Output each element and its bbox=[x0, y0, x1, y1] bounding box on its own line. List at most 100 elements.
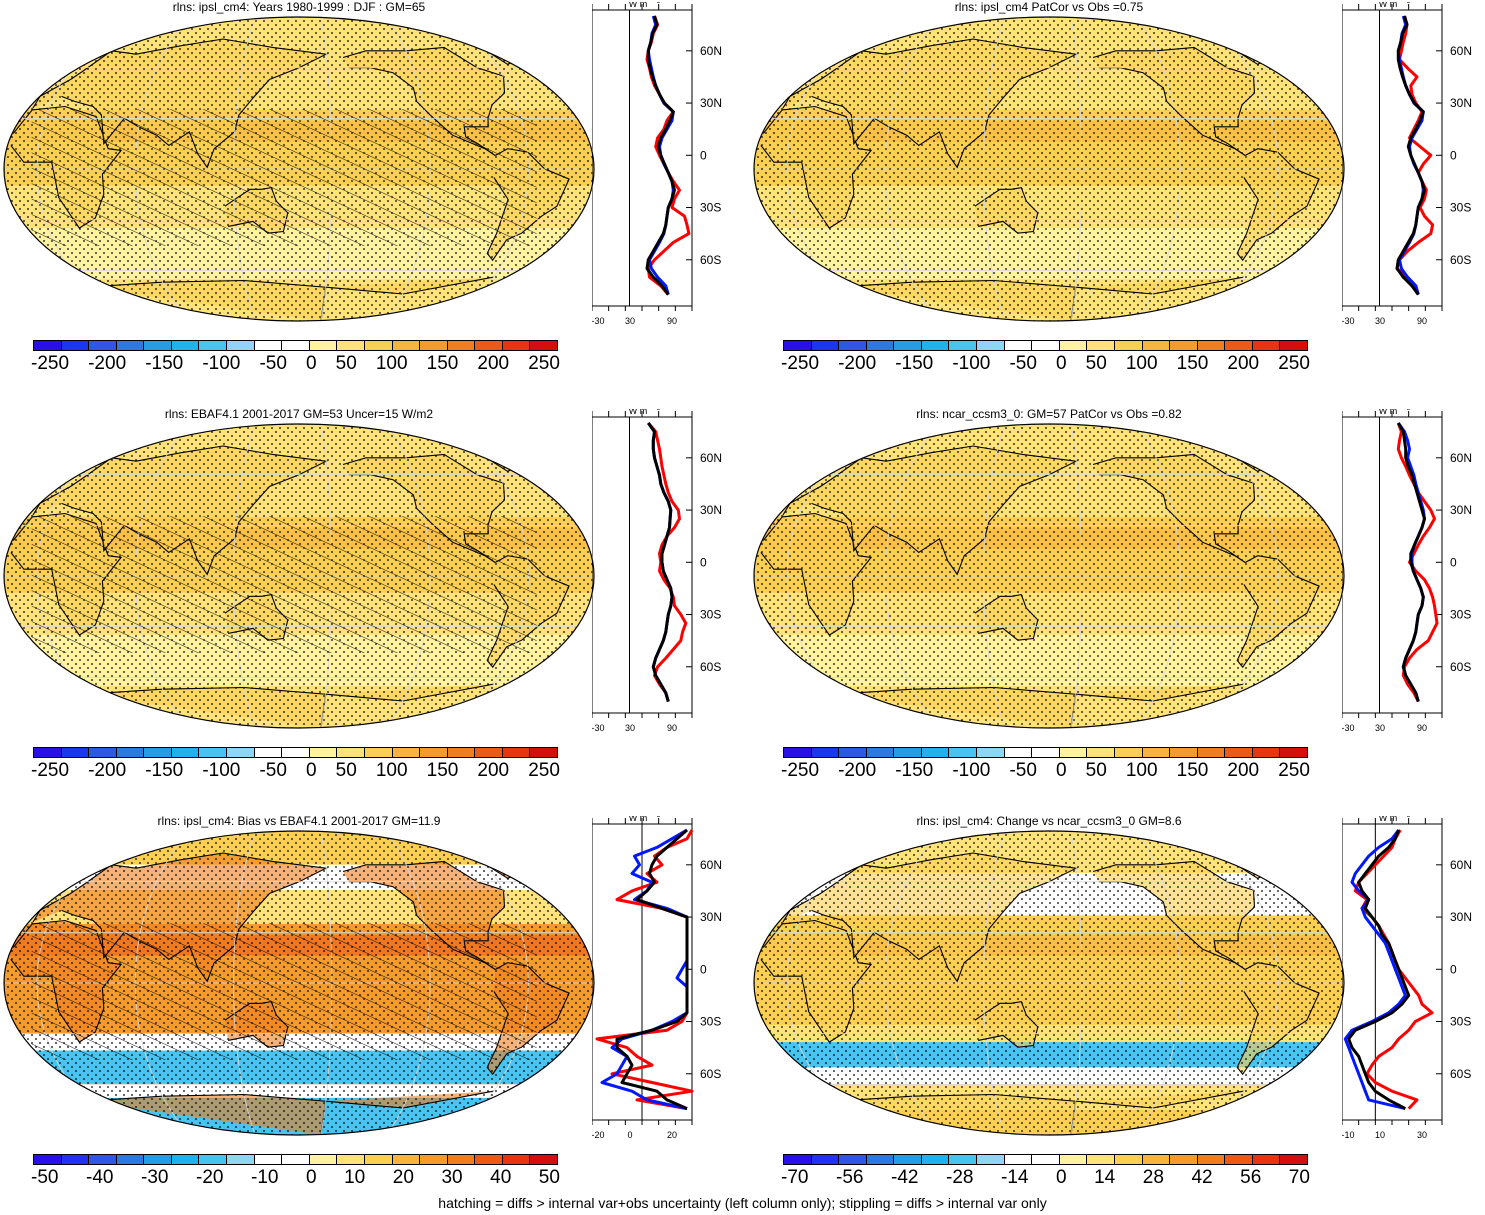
colorbar-label: -50 bbox=[259, 353, 287, 374]
colorbar-swatch bbox=[839, 341, 867, 350]
colorbar-swatch bbox=[227, 341, 255, 350]
colorbar-swatch bbox=[337, 748, 365, 757]
profile-y-label: 60N bbox=[1450, 451, 1472, 465]
profile-y-label: 0 bbox=[700, 555, 707, 569]
colorbar-swatch bbox=[364, 1155, 393, 1164]
colorbar-swatch bbox=[866, 748, 895, 757]
colorbar-swatch bbox=[811, 1155, 840, 1164]
colorbar-swatch bbox=[1170, 1155, 1198, 1164]
colorbar-swatch bbox=[1252, 748, 1281, 757]
panel-title: rlns: ipsl_cm4: Bias vs EBAF4.1 2001-201… bbox=[157, 814, 441, 828]
colorbar-swatch bbox=[337, 341, 365, 350]
colorbar-swatch bbox=[171, 748, 200, 757]
colorbar-label: 200 bbox=[1227, 353, 1260, 374]
colorbar-swatch bbox=[1059, 341, 1088, 350]
profile-x-label: 30 bbox=[625, 723, 635, 733]
colorbar-swatch bbox=[282, 1155, 310, 1164]
colorbar-swatch bbox=[1252, 341, 1281, 350]
colorbar-swatch bbox=[530, 748, 557, 757]
colorbar-swatch bbox=[1142, 1155, 1171, 1164]
colorbar-label: 250 bbox=[1278, 760, 1310, 781]
colorbar-swatch bbox=[530, 1155, 557, 1164]
profile-x-label: 0 bbox=[627, 1130, 632, 1140]
colorbar-swatch bbox=[227, 748, 255, 757]
colorbar-swatch bbox=[447, 748, 476, 757]
colorbar-swatch bbox=[116, 1155, 145, 1164]
colorbar-swatch bbox=[894, 748, 922, 757]
profile-frame bbox=[1342, 823, 1443, 1121]
colorbar-label: 250 bbox=[1278, 353, 1310, 374]
panel-title: rlns: ipsl_cm4: Years 1980-1999 : DJF : … bbox=[172, 0, 426, 14]
panel-p4: rlns: ncar_ccsm3_0: GM=57 PatCor vs Obs … bbox=[750, 407, 1485, 807]
colorbar-label: -20 bbox=[196, 1167, 224, 1188]
colorbar-swatch bbox=[34, 341, 62, 350]
colorbar-swatch bbox=[254, 341, 283, 350]
panel-p5: rlns: ipsl_cm4: Bias vs EBAF4.1 2001-201… bbox=[0, 814, 735, 1214]
colorbar-swatch bbox=[1170, 341, 1198, 350]
colorbar-swatch bbox=[1087, 341, 1115, 350]
colorbar-label: -100 bbox=[952, 760, 991, 781]
colorbar-label: -250 bbox=[31, 760, 70, 781]
colorbar-label: 0 bbox=[1055, 353, 1067, 374]
colorbar-swatch bbox=[1004, 341, 1033, 350]
colorbar-label: 20 bbox=[392, 1167, 414, 1188]
colorbar-swatch bbox=[1197, 748, 1226, 757]
colorbar-label: -200 bbox=[88, 353, 127, 374]
colorbar-label: 56 bbox=[1240, 1167, 1262, 1188]
colorbar-swatch bbox=[309, 1155, 338, 1164]
colorbar-label: -40 bbox=[86, 1167, 114, 1188]
profile-series-black bbox=[647, 422, 674, 703]
colorbar-swatch bbox=[337, 1155, 365, 1164]
colorbar-swatch bbox=[144, 341, 172, 350]
colorbar bbox=[33, 1154, 558, 1165]
colorbar-swatch bbox=[199, 341, 228, 350]
profile-y-label: 30S bbox=[1450, 608, 1471, 622]
colorbar-swatch bbox=[227, 1155, 255, 1164]
colorbar-swatch bbox=[1252, 1155, 1281, 1164]
profile-unit-exponent: -2 bbox=[1405, 409, 1411, 412]
colorbar-label: -250 bbox=[31, 353, 70, 374]
profile-y-label: 30N bbox=[1450, 910, 1472, 924]
colorbar-swatch bbox=[447, 1155, 476, 1164]
world-map bbox=[753, 830, 1345, 1136]
colorbar-swatch bbox=[784, 748, 812, 757]
panel-p3: rlns: EBAF4.1 2001-2017 GM=53 Uncer=15 W… bbox=[0, 407, 735, 807]
colorbar-labels: -70 -56 -42 -28 -14 0 14 28 42 56 70 bbox=[781, 1167, 1310, 1189]
colorbar-label: 50 bbox=[1085, 353, 1107, 374]
colorbar-swatch bbox=[34, 1155, 62, 1164]
colorbar-swatch bbox=[144, 748, 172, 757]
colorbar-swatch bbox=[61, 748, 90, 757]
profile-unit-exponent: -2 bbox=[655, 2, 661, 5]
colorbar-label: 200 bbox=[477, 760, 510, 781]
colorbar-label: 200 bbox=[1227, 760, 1260, 781]
profile-y-label: 30S bbox=[700, 1015, 721, 1029]
profile-unit: W m bbox=[629, 409, 648, 416]
map-outline bbox=[753, 830, 1345, 1136]
profile-y-label: 0 bbox=[1450, 962, 1457, 976]
colorbar-label: 40 bbox=[490, 1167, 512, 1188]
colorbar-swatch bbox=[420, 748, 448, 757]
colorbar-swatch bbox=[894, 1155, 922, 1164]
profile-y-label: 60S bbox=[1450, 660, 1471, 674]
panel-p2: rlns: ipsl_cm4 PatCor vs Obs =0.75 W m -2 6… bbox=[750, 0, 1485, 400]
colorbar-swatch bbox=[977, 341, 1005, 350]
panel-title: rlns: ipsl_cm4: Change vs ncar_ccsm3_0 G… bbox=[916, 814, 1182, 828]
world-map bbox=[753, 423, 1345, 729]
colorbar-label: -200 bbox=[838, 760, 877, 781]
colorbar-label: -56 bbox=[836, 1167, 864, 1188]
profile-frame bbox=[592, 416, 693, 714]
profile-y-label: 30S bbox=[1450, 201, 1471, 215]
profile-x-label: 10 bbox=[1375, 1130, 1385, 1140]
colorbar-swatch bbox=[866, 341, 895, 350]
profile-y-label: 60N bbox=[700, 44, 722, 58]
colorbar-swatch bbox=[475, 748, 503, 757]
profile-series-black bbox=[1347, 829, 1411, 1110]
colorbar-label: -150 bbox=[145, 353, 184, 374]
colorbar-label: 0 bbox=[305, 353, 317, 374]
colorbar-swatch bbox=[420, 341, 448, 350]
colorbar-swatch bbox=[475, 341, 503, 350]
colorbar-swatch bbox=[1170, 748, 1198, 757]
colorbar-label: 250 bbox=[528, 760, 560, 781]
profile-x-label: -30 bbox=[1342, 316, 1355, 326]
colorbar-swatch bbox=[784, 1155, 812, 1164]
